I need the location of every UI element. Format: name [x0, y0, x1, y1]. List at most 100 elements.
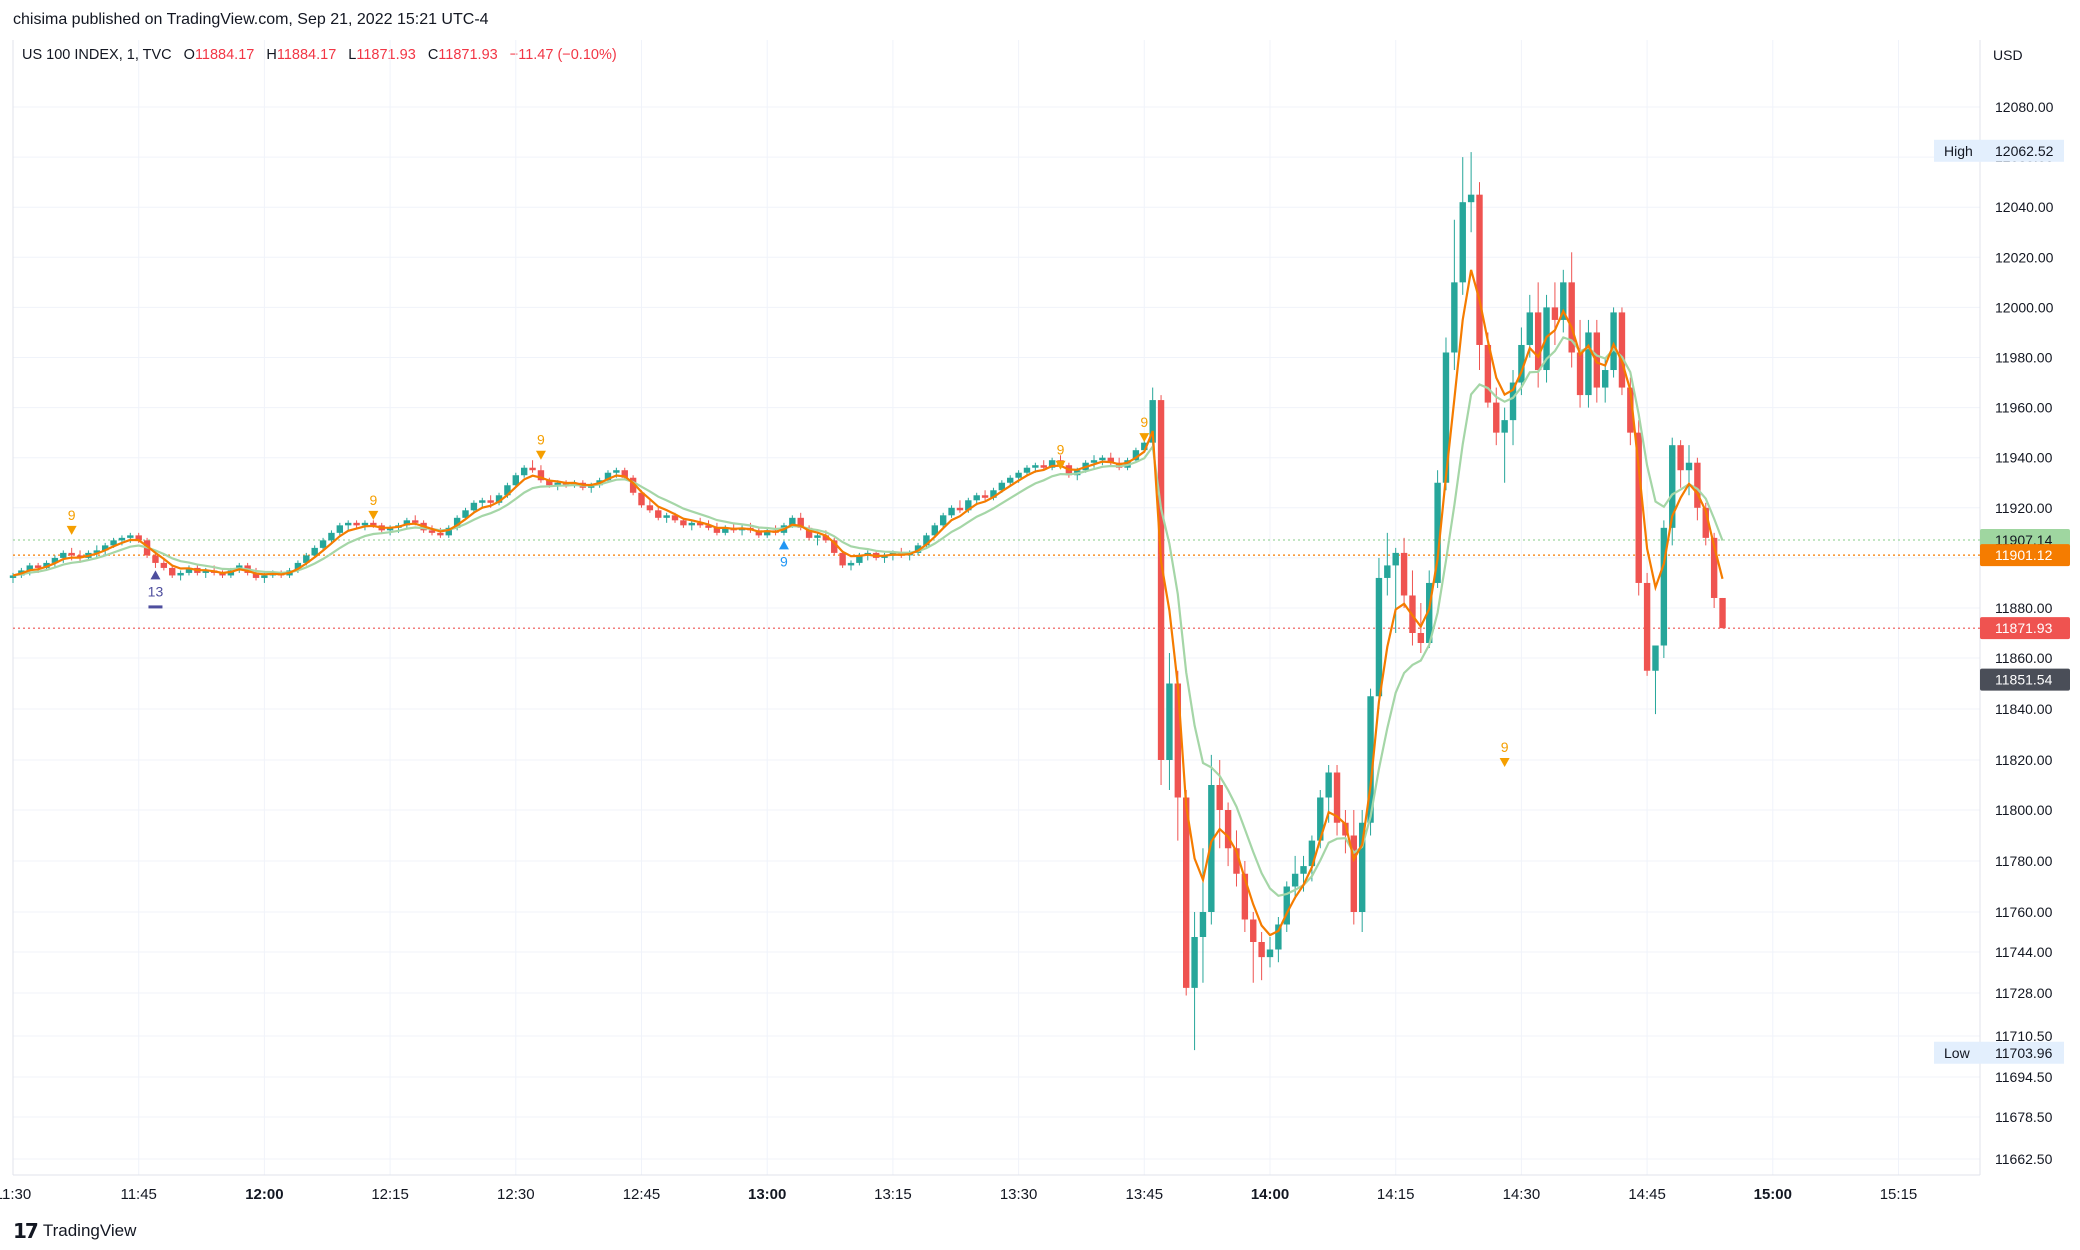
candle	[470, 500, 478, 513]
candle	[319, 537, 327, 551]
price-label-bg	[1980, 668, 2070, 691]
candle-body	[629, 477, 637, 493]
candle-body	[1283, 886, 1290, 925]
candle	[814, 532, 821, 546]
candle	[177, 570, 184, 581]
candle-body	[160, 562, 168, 568]
candle	[1166, 653, 1173, 790]
price-label: 11871.93	[1980, 617, 2070, 640]
candle-body	[1224, 810, 1232, 849]
candle-body	[345, 522, 352, 526]
candle-body	[386, 527, 394, 531]
candle-body	[973, 495, 980, 501]
candle-body	[1509, 382, 1517, 421]
candle-body	[948, 507, 955, 516]
candle-body	[1585, 332, 1592, 396]
candle	[1660, 520, 1668, 658]
candle-body	[26, 565, 33, 571]
price-label-value: 11901.12	[1995, 547, 2053, 563]
candle	[604, 470, 612, 483]
candle-body	[688, 522, 695, 526]
price-tick-label: 11880.00	[1995, 600, 2053, 616]
time-axis[interactable]: 11:30 11:45 12:00 12:15 12:30 12:45 13:00 13:15…	[0, 1186, 1917, 1203]
candle	[663, 512, 670, 523]
candle	[1224, 802, 1232, 867]
candle	[537, 465, 545, 483]
candle-body	[1702, 507, 1709, 538]
candle	[185, 565, 193, 576]
candle-body	[1275, 924, 1282, 950]
candle-body	[1342, 822, 1349, 836]
candle	[60, 550, 67, 563]
candle	[1132, 447, 1140, 463]
signal-count: 9	[1501, 739, 1509, 755]
signal-underline	[148, 605, 163, 609]
candle-body	[60, 552, 67, 558]
candle-body	[1534, 312, 1542, 371]
signal-marker: 9	[778, 540, 789, 569]
candle-body	[110, 540, 117, 546]
candle-body	[914, 545, 922, 553]
price-tick-label: 11960.00	[1995, 400, 2053, 416]
tradingview-logo[interactable]: 17 TradingView	[13, 1219, 136, 1243]
price-label-tag: High	[1944, 143, 1973, 159]
candle	[1342, 810, 1349, 854]
candle-body	[696, 522, 704, 526]
candle	[713, 522, 721, 536]
signal-count: 9	[537, 432, 545, 448]
time-tick-label: 14:00	[1251, 1186, 1289, 1203]
price-tick-label: 11980.00	[1995, 350, 2053, 366]
price-label-value: 11871.93	[1995, 620, 2053, 636]
candle	[428, 525, 436, 536]
candle	[1509, 370, 1517, 446]
candle-body	[135, 535, 142, 541]
candle-body	[1208, 785, 1215, 912]
candle-body	[1241, 873, 1249, 920]
candle	[1350, 810, 1357, 925]
candle	[1618, 307, 1626, 396]
candle-body	[1434, 482, 1441, 583]
candle	[1375, 557, 1383, 709]
candle-body	[412, 520, 419, 523]
candle	[655, 507, 662, 521]
candle	[1677, 440, 1684, 488]
price-tick-label: 11728.00	[1995, 985, 2053, 1001]
candle	[479, 497, 486, 508]
signal-marker: 9	[1055, 442, 1066, 470]
price-tick-label: 12000.00	[1995, 299, 2054, 315]
candle-body	[261, 575, 268, 578]
signal-arrow-up-icon	[778, 540, 789, 550]
candle-body	[370, 522, 377, 526]
candle	[345, 520, 352, 531]
candle	[1518, 327, 1525, 396]
candle-body	[1635, 432, 1642, 583]
candle-body	[939, 515, 947, 526]
candle	[1258, 932, 1265, 981]
candle-body	[1568, 282, 1575, 353]
candle	[1157, 395, 1165, 785]
time-tick-label: 14:30	[1503, 1186, 1541, 1203]
price-label-value: 12062.52	[1995, 143, 2054, 159]
candle	[1023, 465, 1031, 476]
candle-body	[1593, 332, 1601, 388]
low-value: 11871.93	[356, 47, 416, 63]
candle-body	[169, 567, 176, 576]
currency-label: USD	[1993, 47, 2023, 63]
candle-body	[1467, 194, 1475, 203]
candle-body	[1719, 597, 1726, 629]
price-tick-label: 11710.50	[1995, 1028, 2053, 1044]
ema-slow-line	[12, 336, 1724, 897]
candle-body	[713, 527, 721, 533]
candle	[529, 460, 536, 473]
candle-body	[1459, 202, 1466, 283]
price-label-value: 11851.54	[1995, 672, 2053, 688]
grid-lines	[12, 40, 1981, 1176]
candle	[1568, 252, 1575, 368]
candle-body	[755, 530, 763, 536]
candle-body	[487, 500, 494, 503]
candle-body	[764, 530, 771, 536]
candle	[353, 520, 360, 528]
candle-body	[822, 535, 830, 541]
